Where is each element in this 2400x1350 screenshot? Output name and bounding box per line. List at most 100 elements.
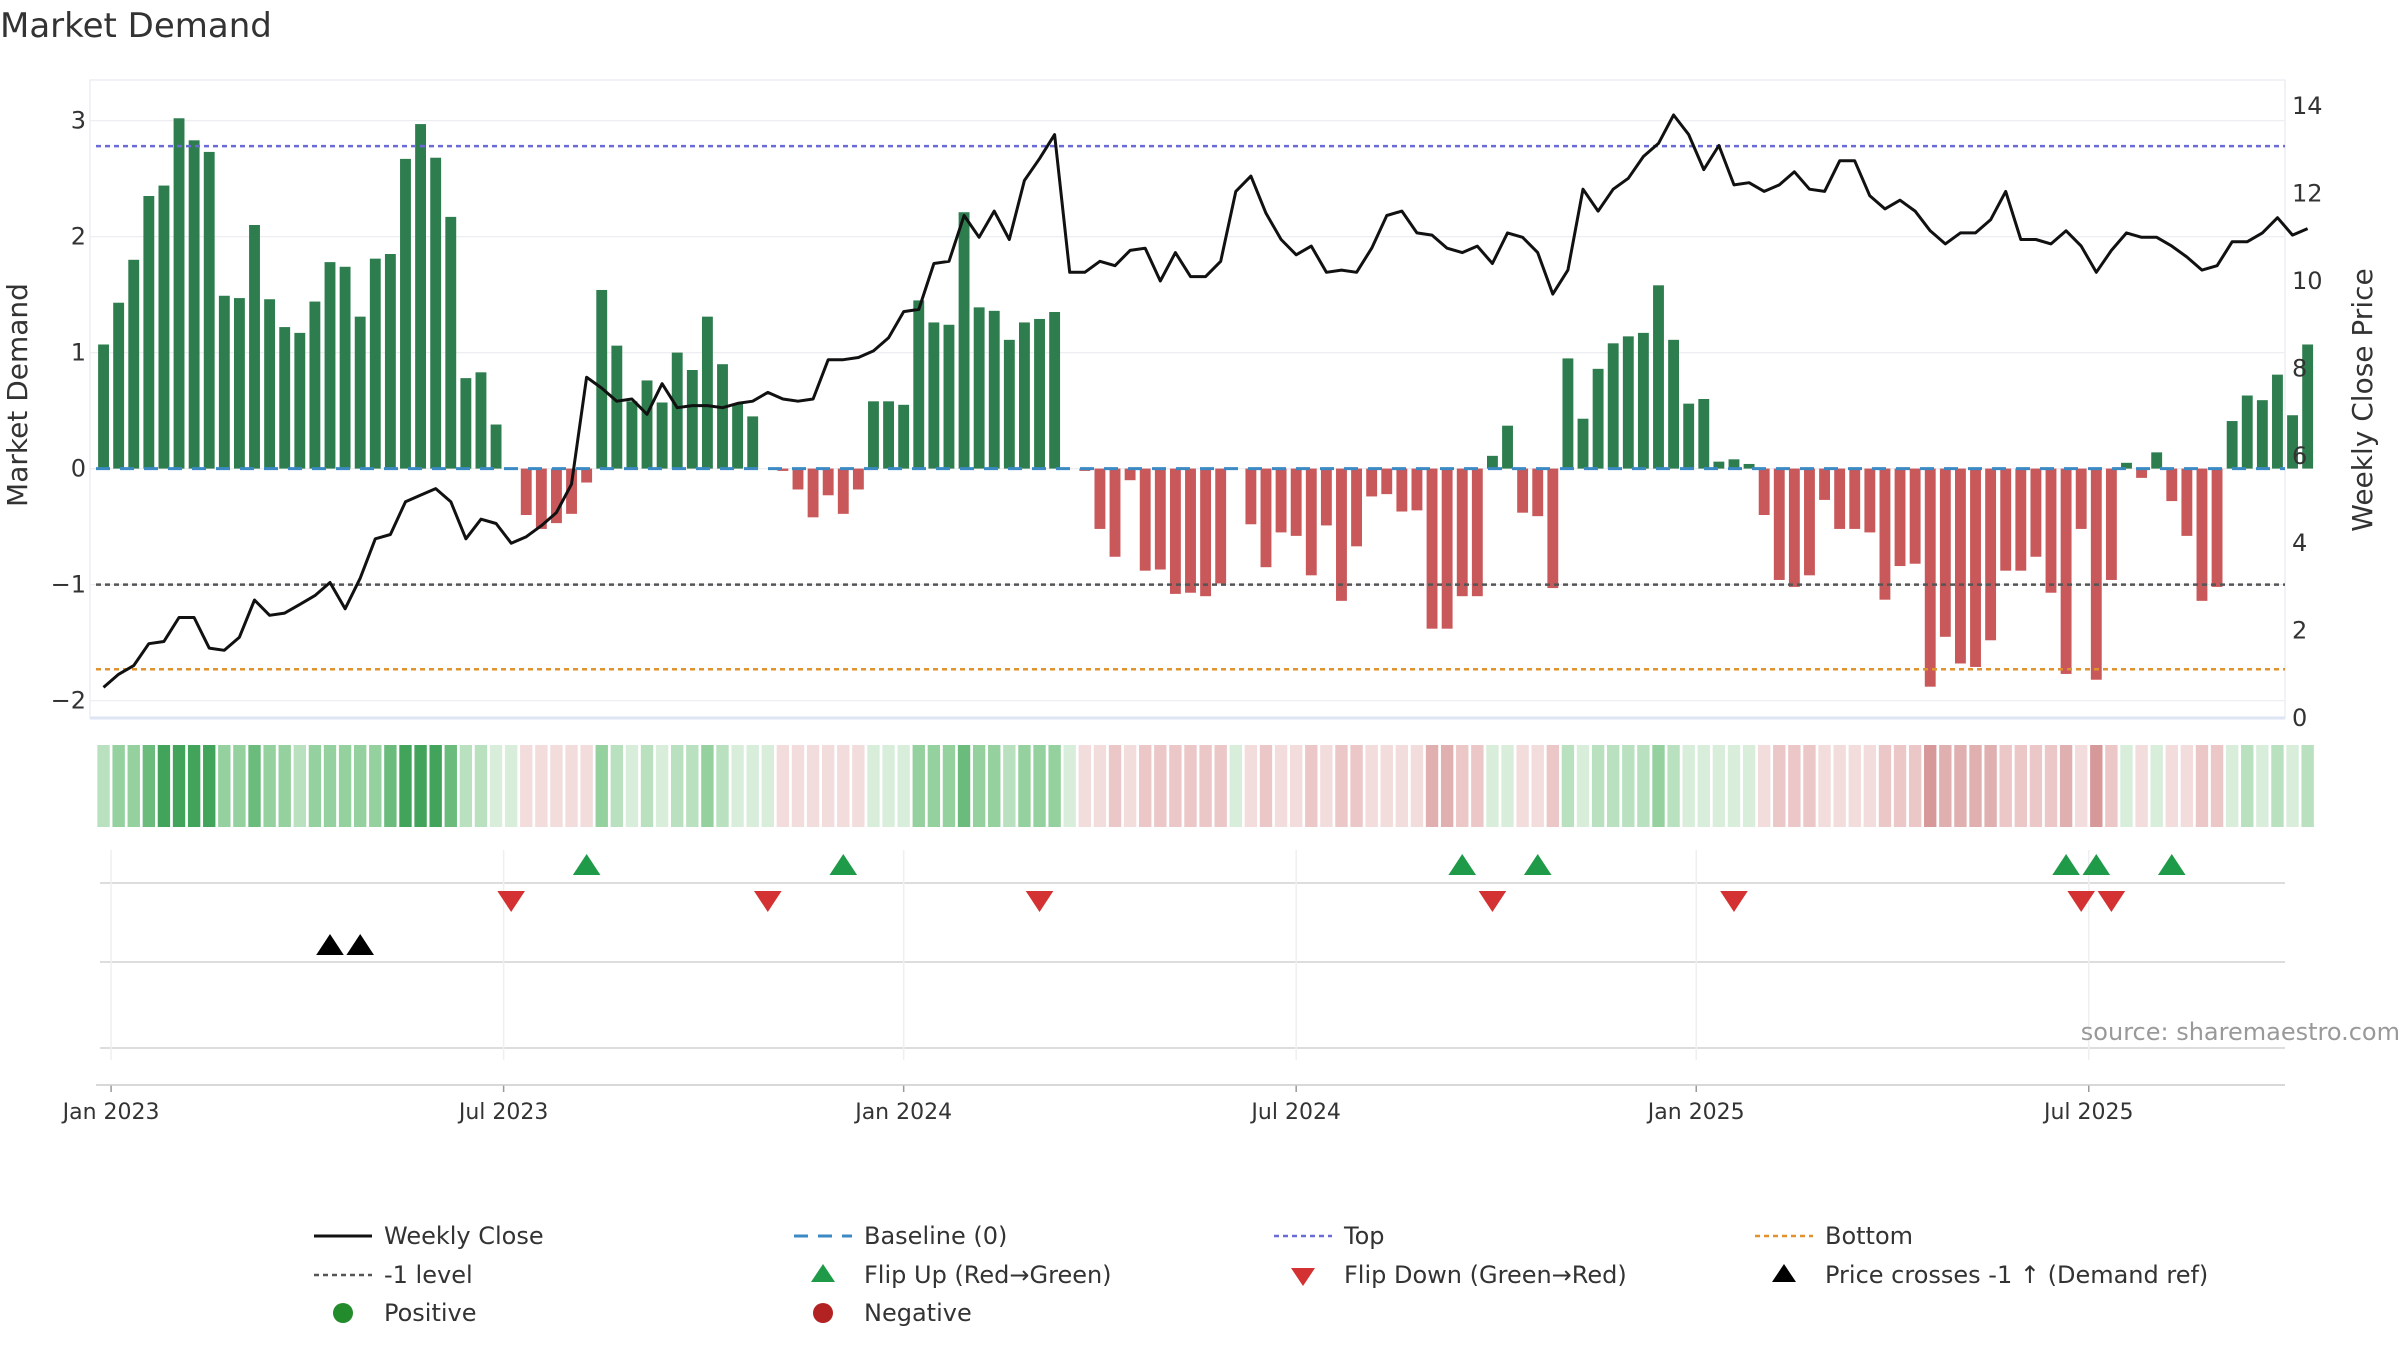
heatmap-cell [2090,745,2103,827]
y-tick-label: 2 [71,223,86,251]
y2-tick-label: 6 [2292,442,2307,470]
heatmap-cell [1576,745,1590,827]
reference-lines-layer [96,144,2285,671]
y2-tick-label: 8 [2292,354,2307,382]
legend-swatch-triangle-up [1772,1264,1796,1282]
demand-bar-positive [868,401,879,469]
heatmap-cell [1969,745,1982,827]
heatmap-cell [2044,745,2058,827]
demand-bar-negative [1834,468,1846,529]
demand-bar-negative [1517,468,1529,513]
y2-tick-label: 2 [2292,617,2307,645]
demand-bar-positive [264,299,276,469]
heatmap-cell [988,745,1001,827]
demand-bar-negative [1924,468,1936,687]
heatmap-cell [1893,745,1907,827]
heatmap-cell [1667,745,1680,827]
weekly-close-line [102,113,2309,689]
demand-bar-negative [1320,468,1332,526]
heatmap-cell [263,745,276,827]
flip-down-marker [1478,891,1507,912]
heatmap-cell [2150,745,2163,827]
heatmap-cell [852,745,865,827]
heatmap-strip [97,745,2314,827]
heatmap-cell [187,745,201,827]
demand-bar-positive [988,310,1000,469]
heatmap-cell [2210,745,2224,827]
legend-label: Baseline (0) [864,1222,1007,1250]
y-tick-label: 1 [71,339,86,367]
demand-bar-negative [1819,468,1830,500]
legend-label: Price crosses -1 ↑ (Demand ref) [1825,1261,2208,1289]
heatmap-cell [1274,745,1288,827]
heatmap-cell [746,745,759,827]
heatmap-cell [1259,745,1273,827]
heatmap-cell [1607,745,1620,827]
heatmap-cell [1350,745,1363,827]
demand-bar-positive [2121,462,2132,469]
demand-bar-negative [1985,468,1997,641]
heatmap-cell [761,745,774,827]
demand-bar-positive [113,302,125,469]
demand-bar-positive [2226,421,2238,469]
heatmap-cell [701,745,714,827]
heatmap-cell [248,745,261,827]
demand-bar-positive [143,196,155,469]
heatmap-cell [1380,745,1393,827]
heatmap-cell [1289,745,1303,827]
demand-bar-negative [1124,468,1136,481]
demand-bar-positive [475,372,487,469]
heatmap-cell [1365,745,1378,827]
heatmap-cell [1999,745,2012,827]
flip-down-marker [753,891,782,912]
heatmap-cell [444,745,457,827]
demand-bar-negative [1879,468,1891,600]
demand-bar-positive [1562,358,1574,469]
heatmap-cell [610,745,624,827]
heatmap-cell [837,745,850,827]
heatmap-cell [716,745,729,827]
heatmap-cell [1320,745,1333,827]
demand-bar-negative [1336,468,1347,601]
heatmap-cell [1652,745,1665,827]
demand-bar-negative [1788,468,1800,587]
legend-swatch-circle [333,1303,353,1323]
y2-axis-label: Weekly Close Price [2346,268,2379,531]
heatmap-cell [429,745,442,827]
flip-down-marker [497,891,525,912]
demand-bar-positive [701,316,713,469]
heatmap-cell [2075,745,2088,827]
flip-up-marker [829,854,858,875]
heatmap-cell [1093,745,1107,827]
y2-tick-label: 4 [2292,529,2307,557]
demand-bar-negative [2181,468,2193,536]
demand-bar-negative [852,468,864,490]
heatmap-cell [414,745,427,827]
flip-up-marker [2052,854,2080,875]
heatmap-cell [1244,745,1258,827]
heatmap-cell [1697,745,1710,827]
legend-swatch-triangle-up [811,1264,835,1282]
demand-bar-negative [2045,468,2057,593]
demand-bar-negative [1471,468,1483,597]
heatmap-cell [293,745,306,827]
heatmap-cell [1531,745,1544,827]
heatmap-cell [323,745,337,827]
heatmap-cell [1184,745,1197,827]
heatmap-cell [806,745,820,827]
demand-bar-negative [1849,468,1861,529]
heatmap-cell [2271,745,2284,827]
heatmap-cell [1456,745,1469,827]
demand-bar-positive [1003,339,1015,469]
heatmap-cell [2120,745,2133,827]
heatmap-cell [127,745,140,827]
heatmap-cell [1591,745,1605,827]
heatmap-cell [927,745,941,827]
demand-bar-positive [2151,452,2163,469]
heatmap-cell [172,745,186,827]
demand-bar-positive [928,322,940,469]
demand-bar-positive [626,401,638,469]
heatmap-cell [459,745,473,827]
heatmap-cell [157,745,171,827]
